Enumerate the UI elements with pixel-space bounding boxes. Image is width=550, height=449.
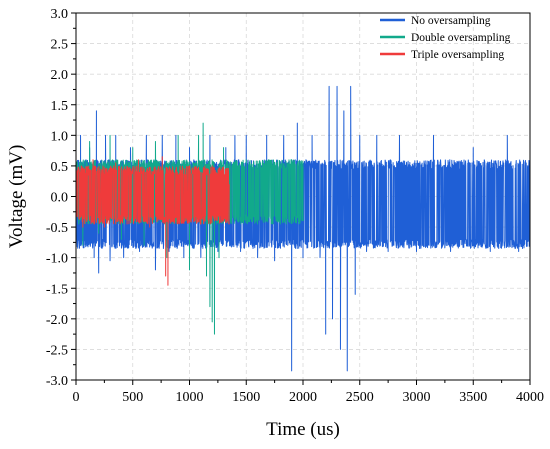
y-tick-labels: 3.0 2.5 2.0 1.5 1.0 0.5 0.0 -0.5 -1.0 -1.5 -2.0 -2.…	[46, 7, 68, 389]
x-tick-label: 4000	[516, 390, 544, 405]
x-tick-label: 500	[122, 390, 143, 405]
x-tick-label: 0	[73, 390, 80, 405]
x-axis-title: Time (us)	[266, 419, 340, 440]
y-tick-label: -1.5	[46, 282, 68, 297]
y-tick-label: 0.0	[51, 191, 69, 206]
legend-label-triple-oversampling: Triple oversampling	[411, 49, 504, 61]
y-tick-label: -0.5	[46, 221, 68, 236]
legend: No oversampling Double oversampling Trip…	[380, 15, 511, 61]
tick-marks	[71, 12, 531, 385]
series-line-triple-oversampling	[75, 153, 230, 286]
y-axis-title: Voltage (mV)	[6, 145, 27, 249]
y-tick-label: 1.5	[51, 99, 69, 114]
y-tick-label: -2.5	[46, 343, 68, 358]
legend-label-double-oversampling: Double oversampling	[411, 32, 511, 44]
y-tick-label: 2.0	[51, 68, 69, 83]
x-tick-label: 1000	[176, 390, 204, 405]
legend-label-no-oversampling: No oversampling	[411, 15, 491, 27]
series-layer	[75, 85, 531, 372]
y-tick-label: -1.0	[46, 252, 68, 267]
x-tick-label: 1500	[232, 390, 260, 405]
y-tick-label: -3.0	[46, 374, 68, 389]
y-tick-label: -2.0	[46, 313, 68, 328]
x-tick-label: 3000	[403, 390, 431, 405]
y-tick-label: 3.0	[51, 7, 69, 22]
x-tick-label: 2000	[289, 390, 317, 405]
x-tick-labels: 0 500 1000 1500 2000 2500 3000 3500 4000	[73, 390, 545, 405]
y-tick-label: 2.5	[51, 38, 69, 53]
x-tick-label: 2500	[346, 390, 374, 405]
y-tick-label: 0.5	[51, 160, 69, 175]
x-tick-label: 3500	[459, 390, 487, 405]
y-tick-label: 1.0	[51, 129, 69, 144]
